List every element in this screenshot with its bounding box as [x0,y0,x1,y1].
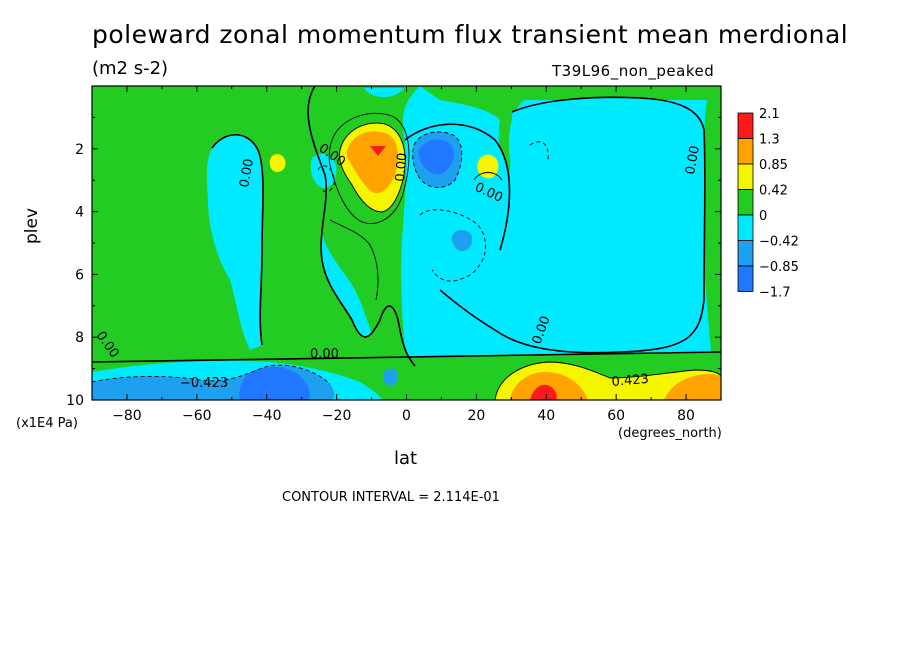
field-zero-east-strip [702,95,721,360]
field-neg2-south-small [382,368,398,386]
y-axis-unit: (x1E4 Pa) [16,416,78,431]
pos-contour-line [494,361,721,400]
zero-contour-line [404,123,511,251]
field-pos3-southeast [530,384,557,400]
zero-contour-line [307,86,416,367]
x-tick-label: 20 [467,408,485,424]
field-neg3-southwest [239,366,310,400]
x-axis: −80 −60 −40 −20 0 20 40 60 80 [91,86,722,424]
colorbar-swatch [737,189,754,216]
colorbar-label: 1.3 [759,133,780,148]
colorbar-label: 0.85 [759,158,788,173]
x-tick-label: −80 [112,408,142,424]
x-tick-label: −60 [182,408,212,424]
neg-contour-line [419,209,486,282]
chart-title: poleward zonal momentum flux transient m… [92,20,849,49]
zero-contour-line [439,96,706,354]
colorbar-swatch [737,240,754,267]
neg-contour-line [92,364,331,385]
contour-lines [92,86,721,400]
colorbar-label: 0.42 [759,184,788,199]
pos-contour-line [473,172,503,181]
contour-labels: 0.000.00 0.000.000.000.00 0.000.00−0.423 0.… [93,141,703,391]
x-axis-label: lat [394,448,418,469]
x-tick-label: 0 [402,408,411,424]
contour-label: 0.00 [393,152,410,182]
x-tick-label: 60 [607,408,625,424]
colorbar: 2.1 1.3 0.85 0.42 0 −0.42 −0.85 −1.7 [737,107,799,301]
colorbar-swatch [737,138,754,165]
neg-contour-line [412,131,463,188]
field-pos2-far-southeast [664,374,721,400]
neg-contour-line [317,165,335,193]
pos-contour-line [328,112,410,224]
colorbar-swatch [737,214,754,241]
contour-label: 0.00 [237,158,257,189]
pos-contour-line [339,122,406,213]
field-neg3-core [418,139,454,175]
contour-label: 0.00 [310,347,339,362]
colorbar-swatch [737,265,754,292]
y-tick-label: 4 [75,205,84,221]
colorbar-label: 2.1 [759,107,780,122]
field-neg1-west-sliver [207,290,210,312]
x-tick-label: −20 [322,408,352,424]
colorbar-label: 0 [759,209,767,224]
zero-contour-line [211,134,264,346]
colorbar-label: −0.85 [759,260,799,275]
x-axis-unit: (degrees_north) [618,426,722,441]
colorbar-label: −0.42 [759,235,799,250]
field-neg1-west-blob [206,134,263,350]
contour-fill-layer [92,86,721,400]
field-neg1-top-small [364,88,404,97]
contour-label: 0.423 [611,372,649,390]
neg-contour-line [529,141,549,161]
contour-interval-text: CONTOUR INTERVAL = 2.114E-01 [282,490,500,505]
run-label: T39L96_non_peaked [552,62,715,80]
x-tick-label: 80 [677,408,695,424]
colorbar-label: −1.7 [759,286,791,301]
field-pos3-core [370,146,386,156]
x-tick-label: −40 [252,408,282,424]
colorbar-swatch [737,112,754,139]
field-pos1-west-small [269,154,286,172]
y-tick-label: 6 [75,267,84,283]
field-neg1-east [440,97,705,353]
y-axis: 2 4 6 8 10 [66,116,721,409]
y-tick-label: 8 [75,330,84,346]
field-neg2-mid-small [451,230,473,252]
contour-label: −0.423 [180,376,228,391]
pos-contour-line [329,219,379,301]
colorbar-swatch [737,163,754,190]
field-pos1-east-small [477,154,499,179]
y-tick-label: 2 [75,142,84,158]
x-tick-label: 40 [537,408,555,424]
units-label: (m2 s-2) [92,58,169,79]
zero-contour-line [92,351,721,363]
y-tick-label: 10 [66,393,84,409]
contour-label: 0.00 [683,145,703,176]
